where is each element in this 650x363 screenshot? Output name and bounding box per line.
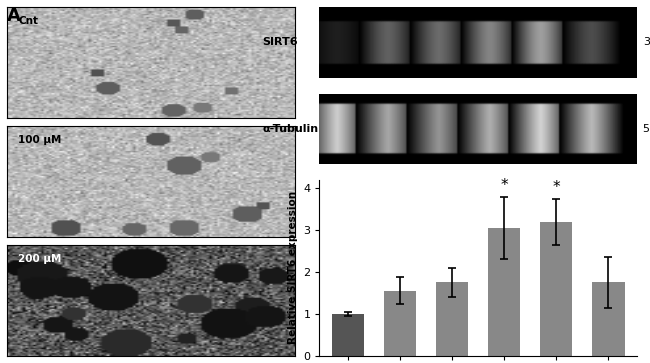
Text: 100 μM: 100 μM bbox=[18, 135, 61, 145]
Text: 50 kDa: 50 kDa bbox=[644, 124, 650, 134]
Text: *: * bbox=[552, 180, 560, 195]
Text: 200 μM: 200 μM bbox=[18, 254, 61, 264]
Bar bbox=[384, 291, 416, 356]
Text: *: * bbox=[500, 178, 508, 193]
Y-axis label: Relative SIRT6 expression: Relative SIRT6 expression bbox=[288, 191, 298, 344]
Text: Cnt: Cnt bbox=[18, 16, 38, 26]
Bar bbox=[592, 282, 625, 356]
Bar bbox=[488, 228, 521, 356]
Text: A: A bbox=[6, 7, 20, 25]
Bar bbox=[540, 222, 573, 356]
Bar bbox=[332, 314, 364, 356]
Text: B: B bbox=[318, 7, 332, 25]
Text: SIRT6: SIRT6 bbox=[263, 37, 298, 48]
Text: 39kDa: 39kDa bbox=[644, 37, 650, 48]
Text: α-Tubulin: α-Tubulin bbox=[263, 124, 318, 134]
Bar bbox=[436, 282, 469, 356]
